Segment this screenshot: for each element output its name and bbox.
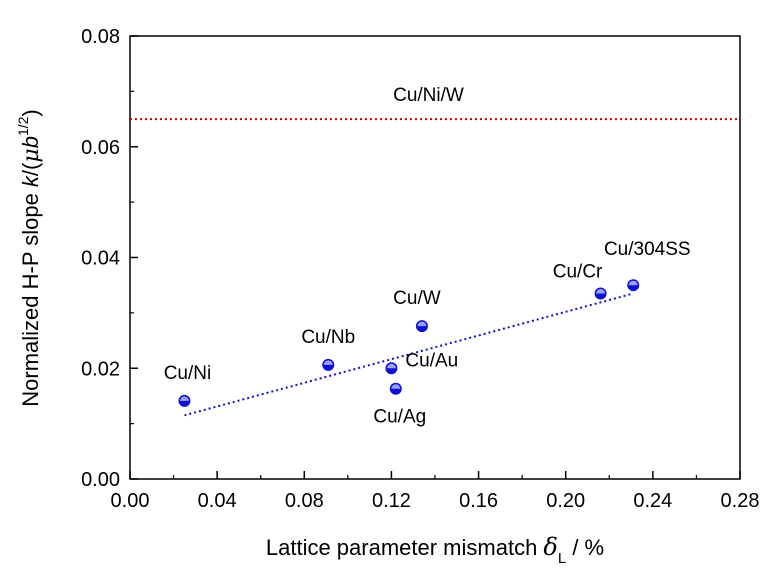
reference-line-group: Cu/Ni/W [130,85,740,121]
x-tick-label: 0.12 [372,490,411,512]
data-point-label: Cu/Au [405,350,458,371]
data-point-highlight [323,360,333,365]
x-axis-label-symbol: δ [543,533,557,561]
y-axis-label-sup: 1/2 [15,116,31,136]
y-axis-label-mu: μ [19,148,44,162]
x-tick-label: 0.20 [546,490,585,512]
data-point-label: Cu/Ni [164,363,212,384]
x-tick-label: 0.28 [721,490,760,512]
data-point [594,287,607,300]
y-axis: 0.00 0.02 0.04 0.06 0.08 [81,26,138,491]
x-tick-label: 0.08 [285,490,324,512]
data-point-highlight [417,321,427,327]
x-axis: 0.00 0.04 0.08 0.12 0.16 0.20 0.24 0.28 [111,471,760,512]
data-point [389,382,402,395]
y-axis-label-open: /( [18,162,43,176]
y-tick-label: 0.06 [81,137,120,159]
y-tick-label: 0.02 [81,358,120,380]
y-tick-label: 0.00 [81,469,120,491]
data-point-label: Cu/W [393,288,441,309]
data-point-highlight [179,396,189,401]
data-point [627,279,640,292]
data-point [385,362,398,375]
y-tick-label: 0.04 [81,248,120,270]
reference-line-label: Cu/Ni/W [393,85,464,106]
y-axis-label: Normalized H-P slope k/(μb1/2) [15,109,44,407]
x-axis-label-subscript: L [558,550,566,567]
y-axis-label-k: k [18,175,43,187]
x-axis-label-suffix: / % [566,535,604,560]
x-tick-label: 0.24 [633,490,672,512]
data-point-label: Cu/Cr [553,261,603,282]
x-axis-label: Lattice parameter mismatch δL / % [266,533,604,567]
x-axis-label-main: Lattice parameter mismatch [266,535,544,560]
x-tick-label: 0.04 [198,490,237,512]
data-point-highlight [391,384,401,389]
data-point-label: Cu/Ag [373,407,426,428]
y-tick-label: 0.08 [81,26,120,48]
data-point [322,358,335,371]
data-point-highlight [386,363,396,369]
x-tick-label: 0.16 [459,490,498,512]
data-points [178,279,640,407]
data-point-highlight [628,280,638,286]
y-axis-label-b: b [18,136,43,148]
y-axis-label-close: ) [18,109,43,116]
x-tick-label: 0.00 [111,490,150,512]
data-point-label: Cu/304SS [604,239,691,260]
y-axis-label-main: Normalized H-P slope [18,187,43,407]
data-point [415,320,428,333]
data-point [178,394,191,407]
data-point-label: Cu/Nb [301,327,355,348]
data-point-highlight [596,288,606,294]
